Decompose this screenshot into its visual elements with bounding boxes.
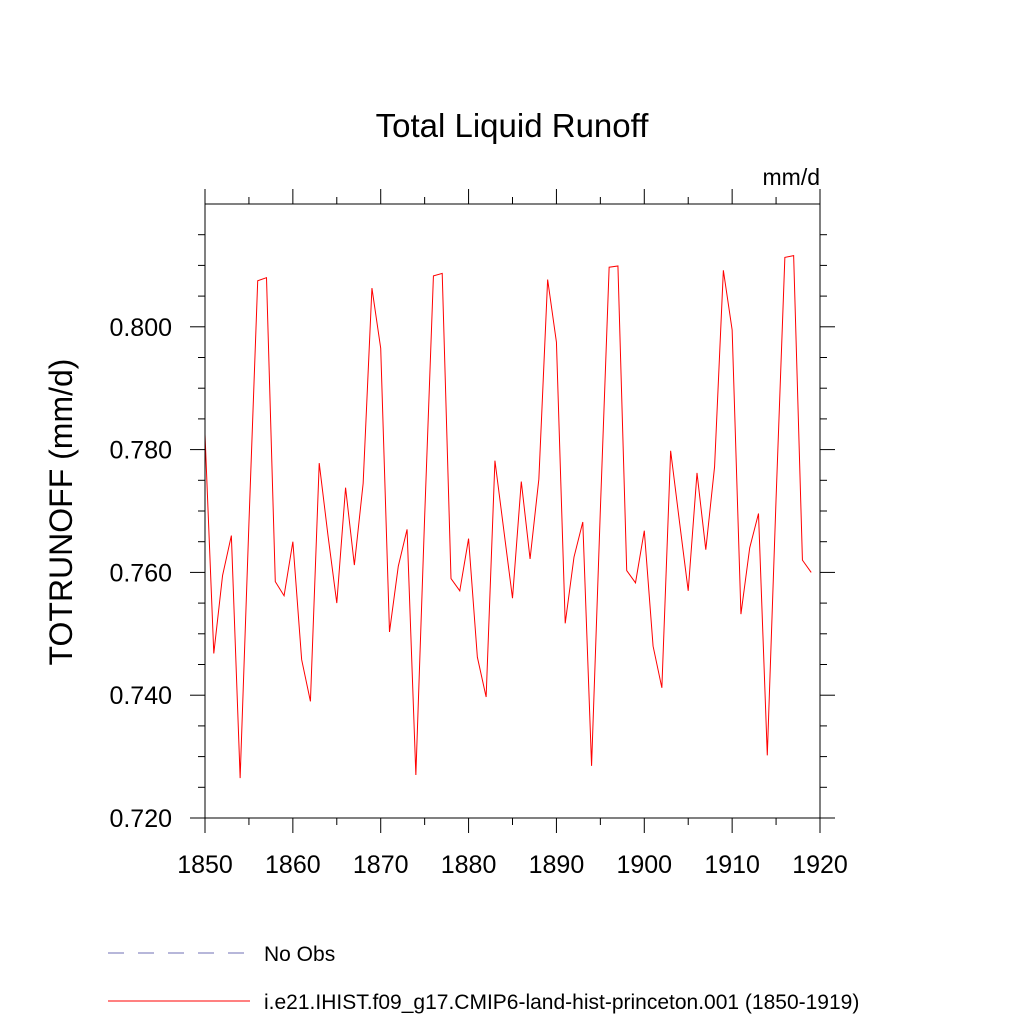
y-tick-label-3: 0.780 — [109, 437, 172, 465]
legend-label-0: No Obs — [264, 943, 335, 966]
x-tick-label-3: 1880 — [441, 851, 497, 879]
x-tick-labels: 1850 1860 1870 1880 1890 1900 1910 1920 — [177, 851, 848, 879]
series-lines — [204, 254, 812, 779]
legend-label-1: i.e21.IHIST.f09_g17.CMIP6-land-hist-prin… — [264, 991, 859, 1014]
y-tick-label-4: 0.800 — [109, 314, 172, 342]
x-tick-label-0: 1850 — [177, 851, 233, 879]
chart-title: Total Liquid Runoff — [376, 107, 650, 144]
y-tick-label-0: 0.720 — [109, 805, 172, 833]
x-tick-label-2: 1870 — [353, 851, 409, 879]
axis-ticks — [190, 189, 835, 833]
x-tick-label-4: 1890 — [529, 851, 585, 879]
units-label: mm/d — [763, 164, 821, 190]
x-tick-label-6: 1910 — [704, 851, 760, 879]
y-tick-label-2: 0.760 — [109, 559, 172, 587]
x-tick-label-5: 1900 — [616, 851, 672, 879]
y-tick-labels: 0.720 0.740 0.760 0.780 0.800 — [109, 314, 172, 833]
x-tick-label-1: 1860 — [265, 851, 321, 879]
y-axis-label: TOTRUNOFF (mm/d) — [43, 359, 79, 666]
y-tick-label-1: 0.740 — [109, 682, 172, 710]
series-line-0 — [204, 254, 812, 779]
x-tick-label-7: 1920 — [792, 851, 848, 879]
legend: No Obs i.e21.IHIST.f09_g17.CMIP6-land-his… — [108, 943, 859, 1014]
plot-frame — [204, 203, 821, 819]
